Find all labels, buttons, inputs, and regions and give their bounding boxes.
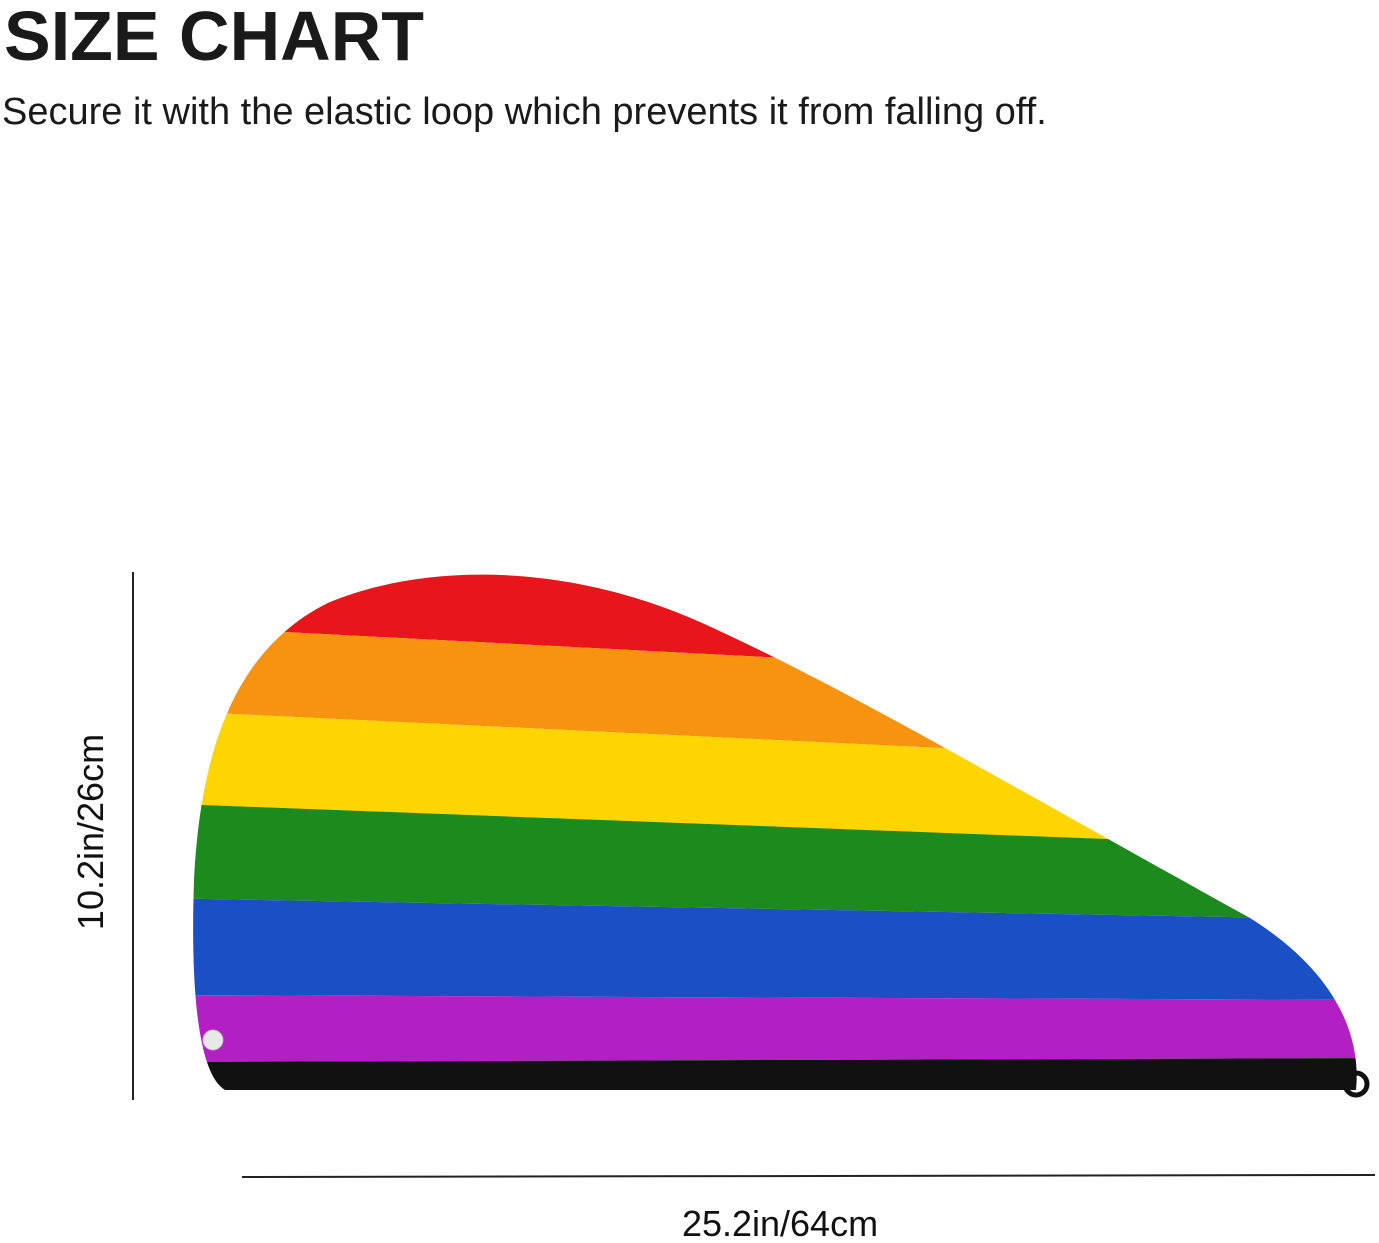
title: SIZE CHART [4, 0, 424, 75]
width-label: 25.2in/64cm [682, 1203, 878, 1243]
stripe-black [193, 1058, 1357, 1090]
stripe-blue [193, 898, 1357, 1000]
stripe-green [193, 803, 1357, 920]
button [202, 1029, 224, 1051]
height-label: 10.2in/26cm [70, 734, 111, 930]
elastic-loop [1342, 1070, 1370, 1098]
subtitle: Secure it with the elastic loop which pr… [2, 91, 1047, 133]
width-line [241, 1174, 1376, 1178]
stripe-purple [193, 995, 1357, 1062]
towel [193, 574, 1357, 1090]
